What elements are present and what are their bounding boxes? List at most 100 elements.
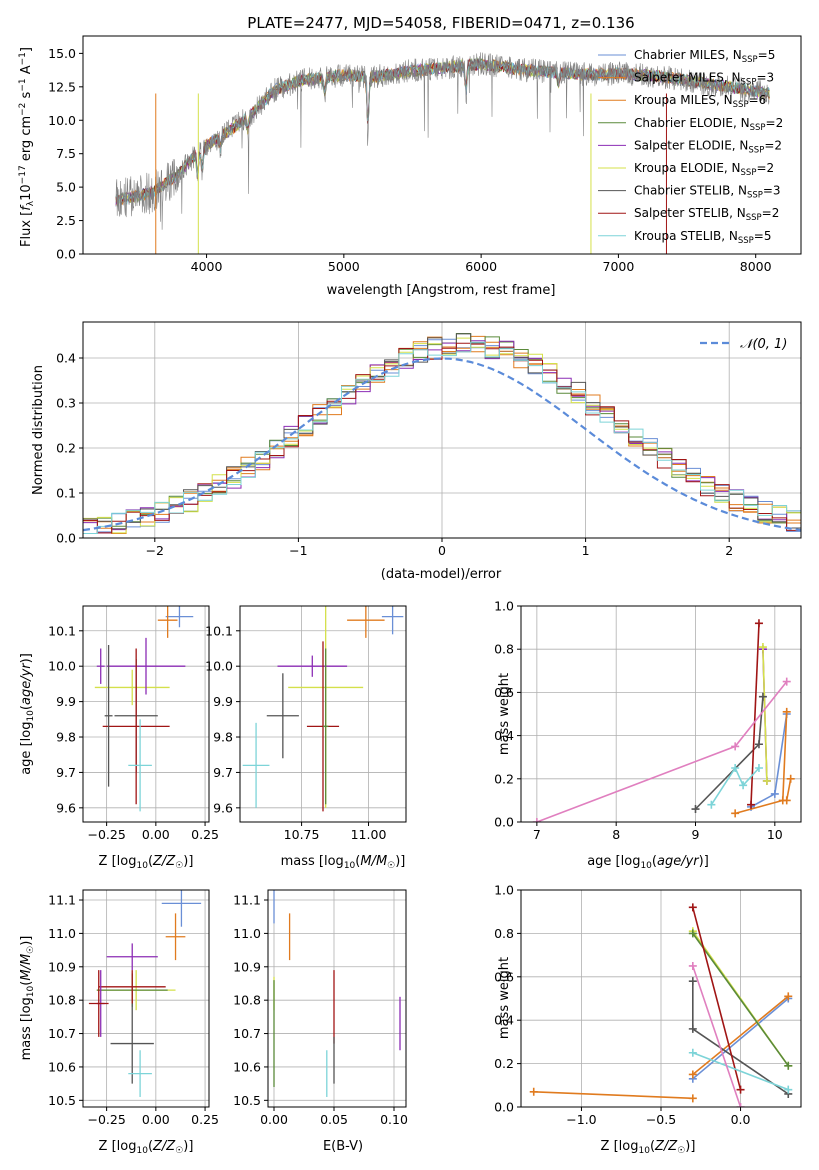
weight-vs-age-plot: 7 8 9 10 0.0 0.2 0.4 0.6 0.8 1.0 <box>494 599 802 842</box>
weight-line <box>762 646 768 782</box>
x-tick-label: 0.25 <box>191 827 219 842</box>
plot-area <box>88 890 202 1097</box>
x-tick-label: −0.25 <box>87 1112 125 1127</box>
y-tick-label: 0.6 <box>494 969 514 984</box>
y-tick-label: 1.0 <box>494 599 514 614</box>
legend-entry: Kroupa STELIB, NSSP=5 <box>634 229 772 246</box>
weight-marker <box>688 929 697 938</box>
y-tick-label: 11.1 <box>48 893 76 908</box>
weight-line <box>750 713 788 808</box>
y-tick-label: 10.0 <box>48 113 76 128</box>
x-tick-label: 1 <box>582 543 590 558</box>
axes-frame <box>239 605 407 823</box>
y-tick-label: 0.4 <box>494 728 514 743</box>
weight-marker <box>688 961 697 970</box>
weight-line <box>692 995 789 1076</box>
y-tick-label: 10.1 <box>48 623 76 638</box>
axes-frame <box>82 889 210 1108</box>
plot-area <box>273 890 401 1097</box>
y-tick-label: 12.5 <box>48 79 76 94</box>
spectrum-plot: 4000 5000 6000 7000 8000 0.0 2.5 5.0 7.5 10.0 12.5… <box>48 35 802 274</box>
weight-marker <box>784 1085 793 1094</box>
normal-curve <box>83 357 801 532</box>
weight-marker <box>688 903 697 912</box>
y-tick-label: 10.0 <box>205 659 233 674</box>
residual-histogram-plot: −2 −1 0 1 2 0.0 0.1 0.2 0.3 0.4 𝒩(0, 1) <box>56 321 802 558</box>
x-tick-label: 11.00 <box>351 827 387 842</box>
axes-frame <box>267 889 407 1108</box>
x-tick-label: 0.00 <box>260 1112 288 1127</box>
y-tick-label: 0.6 <box>494 685 514 700</box>
x-tick-label: 0.00 <box>142 1112 170 1127</box>
x-tick-label: 2 <box>725 543 733 558</box>
x-tick-label: −1.0 <box>566 1112 596 1127</box>
weight-marker <box>731 742 740 751</box>
y-tick-label: 0.0 <box>494 1100 514 1115</box>
wAge-ylabel: mass weight <box>497 673 512 755</box>
weight-marker <box>688 1024 697 1033</box>
weight-marker <box>707 800 716 809</box>
weight-line <box>692 932 789 1067</box>
weight-line <box>692 907 742 1090</box>
y-tick-label: 9.7 <box>213 765 233 780</box>
legend-entry: Kroupa MILES, NSSP=6 <box>634 93 766 110</box>
x-tick-label: 10 <box>767 827 783 842</box>
weight-marker <box>762 776 771 785</box>
y-tick-label: 9.8 <box>213 730 233 745</box>
spectrum-ylabel: Flux [fλ10−17 erg cm−2 s−1 A−1] <box>18 47 36 247</box>
observed-spectrum-line <box>115 52 770 230</box>
y-tick-label: 9.6 <box>213 800 233 815</box>
weight-marker <box>731 764 740 772</box>
weight-marker <box>754 764 763 772</box>
weight-marker <box>747 800 756 809</box>
y-tick-label: 7.5 <box>56 146 76 161</box>
ageM-xlabel: mass [log10(M/M☉)] <box>281 854 406 871</box>
legend-entry: Salpeter STELIB, NSSP=2 <box>634 206 779 223</box>
weight-line <box>710 766 760 806</box>
y-tick-label: 0.2 <box>494 771 514 786</box>
weight-marker <box>782 796 791 805</box>
y-tick-label: 0.8 <box>494 642 514 657</box>
weight-marker <box>754 740 763 749</box>
x-tick-label: −0.5 <box>646 1112 676 1127</box>
axes-frame <box>520 605 802 823</box>
legend-entry: Kroupa ELODIE, NSSP=2 <box>634 161 774 178</box>
y-tick-label: 10.1 <box>205 623 233 638</box>
y-tick-label: 0.2 <box>56 441 76 456</box>
ageZ-ylabel: age [log10(age/yr)] <box>19 653 36 775</box>
weight-marker <box>532 818 541 822</box>
x-tick-label: 0.25 <box>191 1112 219 1127</box>
wZ-xlabel: Z [log10(Z/Z☉)] <box>601 1139 696 1156</box>
weight-marker <box>731 809 740 818</box>
x-tick-label: 5000 <box>328 259 360 274</box>
weight-vs-metallicity-plot: −1.0 −0.5 0.0 0.0 0.2 0.4 0.6 0.8 1.0 <box>494 883 802 1127</box>
plot-area <box>94 606 194 812</box>
x-tick-label: 9 <box>692 827 700 842</box>
x-tick-label: −0.25 <box>87 827 125 842</box>
y-tick-label: 10.7 <box>233 1026 261 1041</box>
x-tick-label: 0.00 <box>142 827 170 842</box>
y-tick-label: 10.8 <box>48 993 76 1008</box>
plot-area <box>532 619 795 822</box>
weight-marker <box>529 1087 538 1096</box>
x-tick-label: 8000 <box>740 259 772 274</box>
y-tick-label: 10.9 <box>233 959 261 974</box>
plot-area <box>83 333 801 534</box>
histogram-ylabel: Normed distribution <box>31 365 46 495</box>
weight-marker <box>691 805 700 814</box>
weight-marker <box>739 781 748 790</box>
weight-marker <box>782 707 791 716</box>
axes-frame <box>82 605 210 823</box>
weight-marker <box>688 977 697 986</box>
y-tick-label: 0.4 <box>56 351 76 366</box>
weight-marker <box>688 1070 697 1079</box>
y-tick-label: 2.5 <box>56 213 76 228</box>
spectrum-legend: Chabrier MILES, NSSP=5 Salpeter MILES, NS… <box>598 48 783 246</box>
weight-marker <box>784 1061 793 1070</box>
y-tick-label: 10.9 <box>48 959 76 974</box>
wZ-ylabel: mass weight <box>497 957 512 1039</box>
weight-line <box>533 1091 693 1100</box>
x-tick-label: 10.75 <box>284 827 320 842</box>
axes-frame <box>82 35 802 255</box>
y-tick-label: 0.0 <box>56 531 76 546</box>
